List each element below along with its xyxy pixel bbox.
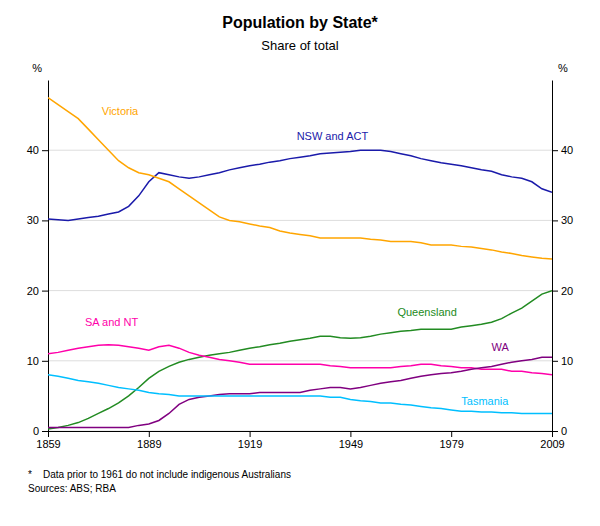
series-line xyxy=(48,345,552,375)
series-label: Victoria xyxy=(102,105,139,117)
x-tick-label: 1979 xyxy=(439,438,463,450)
x-tick: 1859 xyxy=(36,431,60,450)
y-left-tick: 0 xyxy=(33,425,48,437)
y-left-tick-label: 30 xyxy=(27,214,39,226)
series-label: Tasmania xyxy=(461,395,509,407)
x-tick: 1919 xyxy=(238,431,262,450)
x-tick-mark xyxy=(48,431,49,437)
series-line xyxy=(48,98,552,259)
x-tick-mark xyxy=(350,431,351,437)
x-tick-label: 2009 xyxy=(540,438,564,450)
y-left-tick-mark xyxy=(42,150,48,151)
footnote: * Data prior to 1961 do not include indi… xyxy=(28,469,291,480)
y-left-tick-mark xyxy=(42,291,48,292)
title: Population by State* xyxy=(222,14,378,31)
x-tick-label: 1889 xyxy=(137,438,161,450)
y-right-tick-mark xyxy=(552,291,558,292)
x-tick: 1889 xyxy=(137,431,161,450)
grid xyxy=(48,150,552,431)
y-right-tick: 30 xyxy=(552,214,573,226)
y-right-tick: 20 xyxy=(552,285,573,297)
y-right-tick-label: 20 xyxy=(561,285,573,297)
y-left-tick-mark xyxy=(42,431,48,432)
y-left-tick-label: 10 xyxy=(27,355,39,367)
grid-line xyxy=(48,290,552,291)
y-left-tick-label: 20 xyxy=(27,285,39,297)
footnote: Sources: ABS; RBA xyxy=(28,483,116,494)
series-line xyxy=(48,150,552,220)
series-line xyxy=(48,357,552,427)
y-right-tick: 40 xyxy=(552,144,573,156)
y-right-tick-label: 0 xyxy=(561,425,567,437)
grid-line xyxy=(48,431,552,432)
series-label: WA xyxy=(492,341,510,353)
series-label: SA and NT xyxy=(85,316,138,328)
x-tick-label: 1859 xyxy=(36,438,60,450)
y-left-tick-label: 40 xyxy=(27,144,39,156)
y-right-tick-mark xyxy=(552,220,558,221)
grid-line xyxy=(48,220,552,221)
plot-area xyxy=(48,98,552,429)
y-right-tick-label: 40 xyxy=(561,144,573,156)
footnotes: * Data prior to 1961 do not include indi… xyxy=(28,469,291,494)
series-line xyxy=(48,291,552,429)
x-tick-mark xyxy=(250,431,251,437)
grid-line xyxy=(48,360,552,361)
axis-line xyxy=(552,81,553,432)
series-line xyxy=(48,375,552,414)
y-left-tick: 30 xyxy=(27,214,48,226)
x-tick-label: 1949 xyxy=(339,438,363,450)
y-axis-left: 0 10 20 30 40 xyxy=(27,81,49,438)
y-right-tick-mark xyxy=(552,431,558,432)
y-right-tick-mark xyxy=(552,150,558,151)
series-label: NSW and ACT xyxy=(297,130,369,142)
series-label: Queensland xyxy=(397,306,456,318)
x-tick-mark xyxy=(451,431,452,437)
x-tick-mark xyxy=(149,431,150,437)
y-left-tick-mark xyxy=(42,361,48,362)
y-left-tick-label: 0 xyxy=(33,425,39,437)
y-unit-right: % xyxy=(558,62,568,74)
y-right-tick: 10 xyxy=(552,355,573,367)
y-left-tick-mark xyxy=(42,220,48,221)
axis-line xyxy=(49,431,553,432)
x-axis: 1859 1889 1919 1949 1979 2009 xyxy=(36,431,564,450)
y-unit-left: % xyxy=(32,62,42,74)
y-right-tick-mark xyxy=(552,361,558,362)
x-tick: 1949 xyxy=(339,431,363,450)
y-right-tick: 0 xyxy=(552,425,567,437)
x-tick-label: 1919 xyxy=(238,438,262,450)
x-tick: 1979 xyxy=(439,431,463,450)
subtitle: Share of total xyxy=(261,38,338,53)
y-right-tick-label: 10 xyxy=(561,355,573,367)
series-labels: NSW and ACT Victoria Queensland SA and NT WA… xyxy=(85,105,510,407)
y-left-tick: 20 xyxy=(27,285,48,297)
grid-line xyxy=(48,150,552,151)
chart: Population by State*Share of total185918… xyxy=(0,0,600,526)
y-axis-right: 0 10 20 30 40 xyxy=(552,81,573,438)
axis-line xyxy=(48,81,49,432)
y-left-tick: 40 xyxy=(27,144,48,156)
y-right-tick-label: 30 xyxy=(561,214,573,226)
y-left-tick: 10 xyxy=(27,355,48,367)
